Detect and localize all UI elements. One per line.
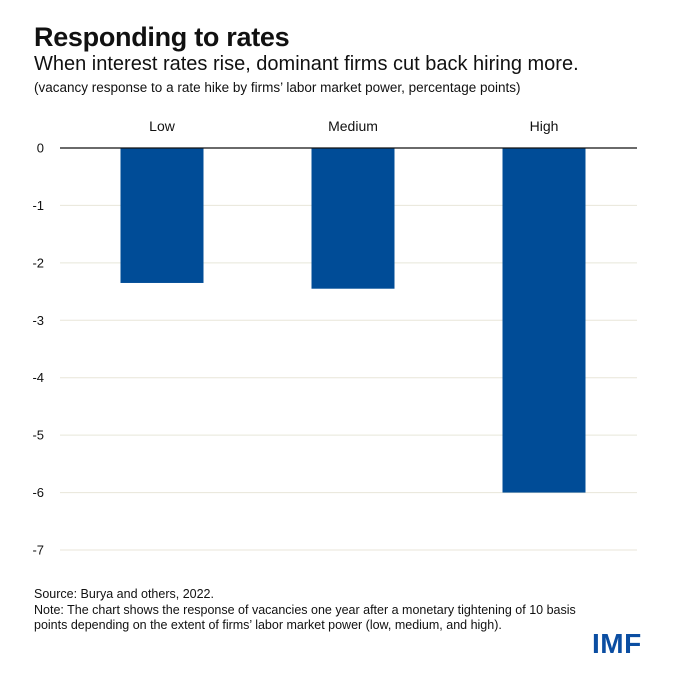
category-label: Medium <box>328 118 378 134</box>
note-text: Note: The chart shows the response of va… <box>34 602 576 633</box>
imf-logo: IMF <box>592 628 642 659</box>
bar-low <box>120 148 204 283</box>
y-tick-label: 0 <box>37 141 44 156</box>
y-tick-label: -4 <box>32 370 44 385</box>
y-tick-label: -2 <box>32 255 44 270</box>
chart-subtitle: When interest rates rise, dominant firms… <box>34 53 579 75</box>
chart-units-note: (vacancy response to a rate hike by firm… <box>34 80 521 95</box>
bar-high <box>502 148 586 493</box>
y-tick-label: -3 <box>32 313 44 328</box>
category-label: Low <box>149 118 176 134</box>
chart-title: Responding to rates <box>34 22 290 52</box>
category-label: High <box>530 118 559 134</box>
y-tick-label: -7 <box>32 543 44 558</box>
chart-footer: Source: Burya and others, 2022. Note: Th… <box>34 587 594 634</box>
y-tick-label: -5 <box>32 428 44 443</box>
y-tick-label: -1 <box>32 198 44 213</box>
bar-medium <box>311 148 395 289</box>
y-tick-label: -6 <box>32 485 44 500</box>
source-text: Source: Burya and others, 2022. <box>34 587 214 601</box>
